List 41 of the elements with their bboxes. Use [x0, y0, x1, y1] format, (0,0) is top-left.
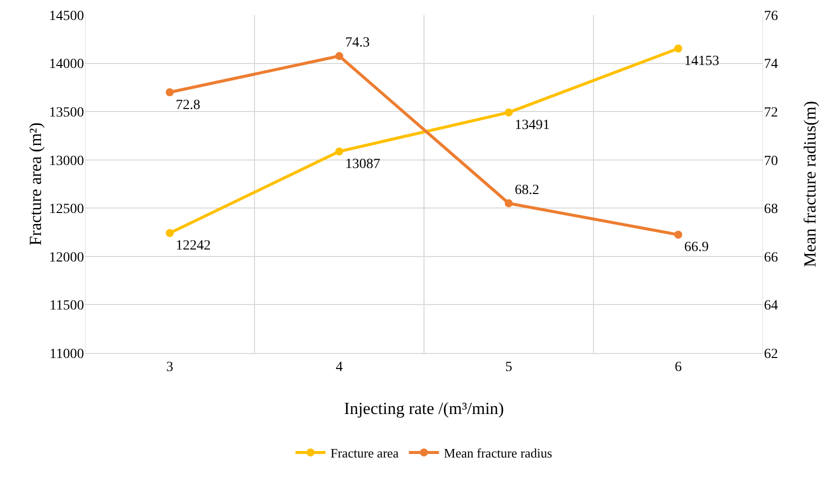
y2-tick-label: 68 — [764, 202, 778, 218]
data-label: 72.8 — [176, 98, 200, 113]
y-tick-label: 11000 — [50, 346, 84, 362]
point — [674, 230, 682, 239]
point — [504, 108, 513, 116]
y2-axis-title: Mean fracture radius(m) — [800, 100, 820, 268]
y2-tick-label: 64 — [764, 298, 778, 314]
x-tick-label: 4 — [336, 360, 343, 375]
data-label: 66.9 — [684, 240, 709, 256]
y2-tick-label: 70 — [764, 154, 778, 169]
point — [335, 147, 344, 156]
x-tick-label: 5 — [505, 360, 512, 375]
x-tick-label: 6 — [674, 360, 682, 375]
data-label: 13491 — [514, 118, 550, 133]
legend-label: Mean fracture radius — [444, 446, 552, 461]
point — [674, 44, 682, 53]
y2-tick-label: 66 — [764, 250, 778, 266]
x-axis-title: Injecting rate /(m³/min) — [344, 399, 504, 418]
y-tick-label: 14500 — [49, 8, 84, 24]
data-label: 14153 — [684, 54, 720, 70]
point — [335, 52, 344, 60]
y2-tick-label: 76 — [764, 8, 778, 24]
y-tick-label: 13500 — [49, 105, 84, 120]
y-tick-label: 12000 — [49, 250, 84, 266]
legend-label: Fracture area — [330, 446, 399, 461]
data-label: 68.2 — [514, 182, 540, 198]
data-label: 74.3 — [345, 36, 370, 51]
y-tick-label: 13000 — [49, 154, 84, 169]
point — [166, 229, 174, 238]
y2-tick-label: 74 — [764, 57, 778, 72]
y-tick-label: 14000 — [49, 57, 84, 72]
x-tick-label: 3 — [166, 360, 174, 375]
y2-tick-label: 62 — [764, 346, 778, 362]
point — [504, 199, 513, 208]
data-label: 12242 — [176, 238, 211, 254]
y-axis-title: Fracture area (m²) — [26, 122, 45, 246]
data-label: 13087 — [345, 156, 380, 172]
y-tick-label: 11500 — [50, 298, 84, 314]
point — [166, 88, 174, 96]
y-tick-label: 12500 — [49, 202, 84, 218]
y2-tick-label: 72 — [764, 105, 778, 120]
